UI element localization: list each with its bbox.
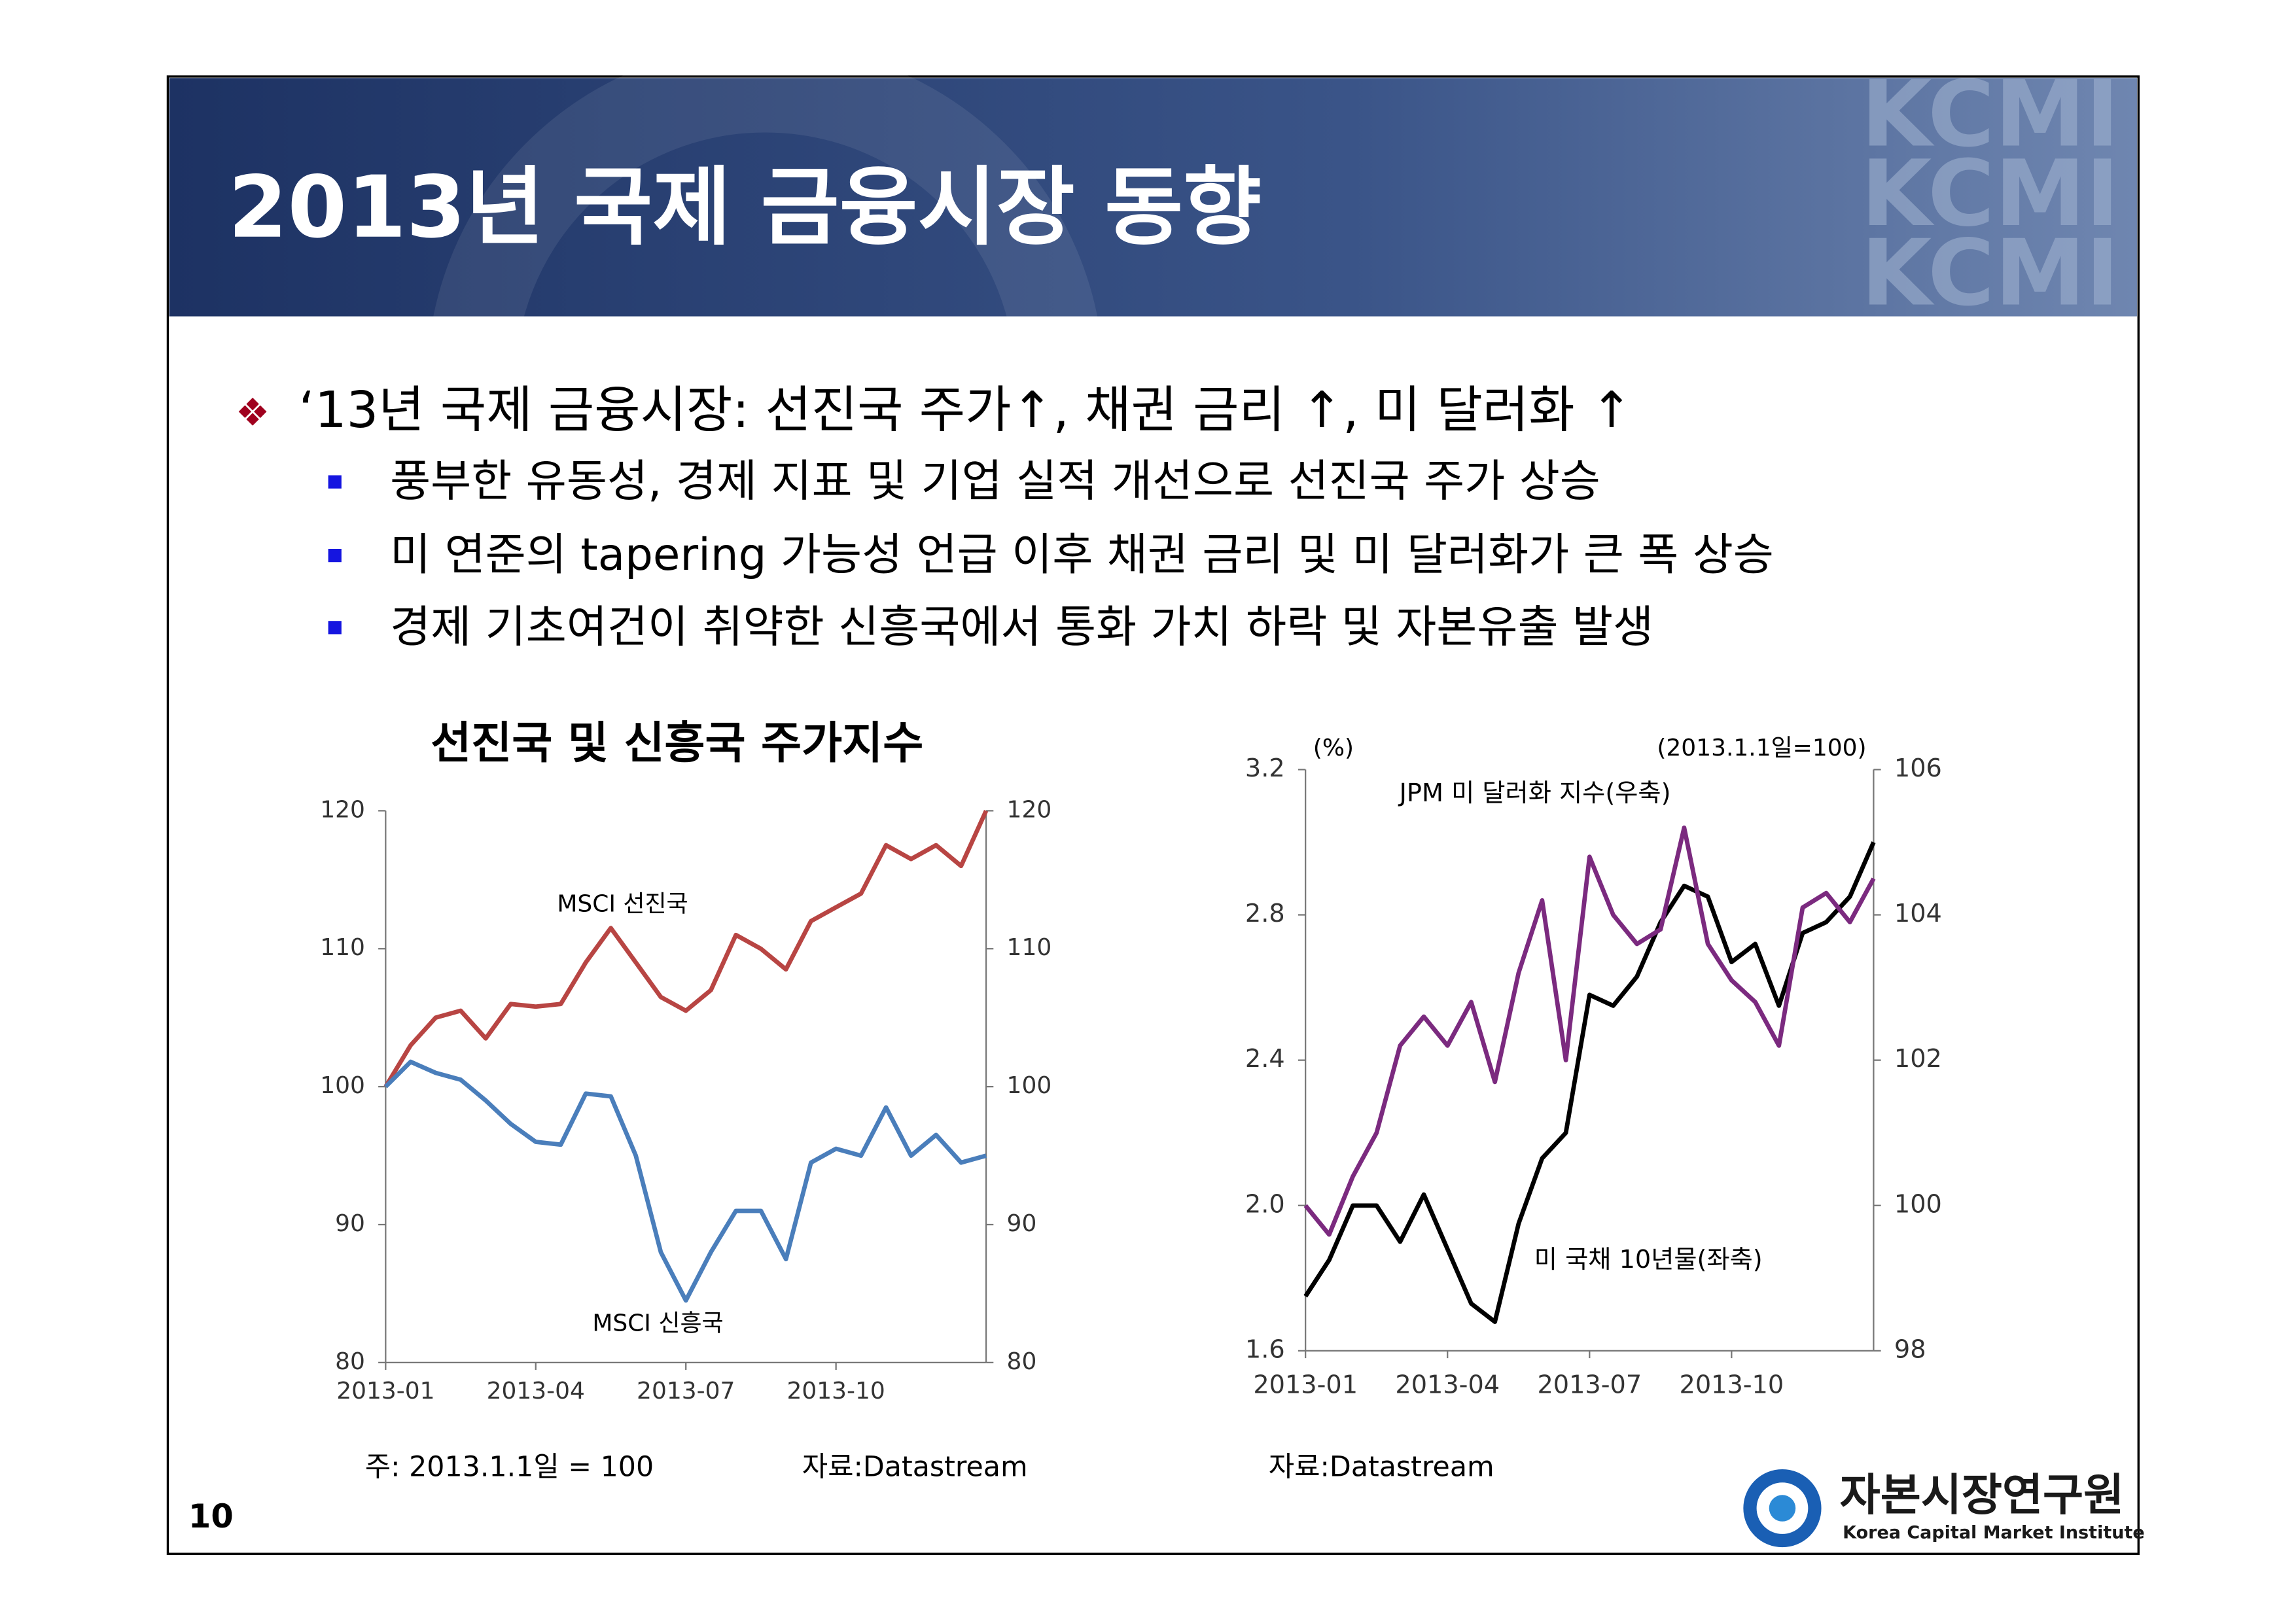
source: 자료:Datastream xyxy=(802,1450,1028,1483)
x-tick-label: 2013-04 xyxy=(487,1378,585,1405)
slide-title: 2013년 국제 금융시장 동향 xyxy=(228,158,1262,257)
series-label: JPM 미 달러화 지수(우축) xyxy=(1398,779,1671,808)
y-tick-label: 120 xyxy=(320,796,365,823)
bullet-icon xyxy=(328,548,342,563)
series-label: MSCI 신흥국 xyxy=(592,1310,723,1336)
logo-icon xyxy=(1769,1495,1796,1522)
series-line xyxy=(1303,825,1876,1237)
series-label: 미 국채 10년물(좌축) xyxy=(1534,1246,1763,1274)
y-tick-label: 2.0 xyxy=(1245,1190,1285,1219)
sub-bullet: 경제 기초여건이 취약한 신흥국에서 통화 가치 하락 및 자본유출 발생 xyxy=(390,601,1653,652)
page-number: 10 xyxy=(188,1497,234,1535)
y-tick-label: 100 xyxy=(320,1072,365,1099)
x-tick-label: 2013-10 xyxy=(786,1378,885,1405)
y2-tick-label: 90 xyxy=(1007,1210,1037,1237)
y2-axis-label: (2013.1.1일=100) xyxy=(1657,735,1866,761)
slide-frame xyxy=(166,75,2140,1555)
y2-tick-label: 80 xyxy=(1007,1348,1037,1375)
y-tick-label: 1.6 xyxy=(1245,1335,1285,1364)
watermark: KCMI xyxy=(1861,61,2119,167)
y2-tick-label: 120 xyxy=(1007,796,1052,823)
x-tick-label: 2013-01 xyxy=(336,1378,434,1405)
y-tick-label: 80 xyxy=(335,1348,365,1375)
series-line xyxy=(1303,841,1876,1324)
y2-tick-label: 102 xyxy=(1894,1045,1942,1073)
sub-bullet: 풍부한 유동성, 경제 지표 및 기업 실적 개선으로 선진국 주가 상승 xyxy=(390,455,1600,507)
y2-tick-label: 106 xyxy=(1894,754,1942,783)
watermark: KCMI xyxy=(1861,141,2119,247)
x-tick-label: 2013-10 xyxy=(1680,1370,1784,1399)
sub-bullet: 미 연준의 tapering 가능성 언급 이후 채권 금리 및 미 달러화가 … xyxy=(390,529,1774,580)
main-bullet: ‘13년 국제 금융시장: 선진국 주가↑, 채권 금리 ↑, 미 달러화 ↑ xyxy=(299,381,1633,440)
logo-korean: 자본시장연구원 xyxy=(1840,1469,2124,1520)
y2-tick-label: 100 xyxy=(1007,1072,1052,1099)
y-tick-label: 2.4 xyxy=(1245,1045,1285,1073)
source: 자료:Datastream xyxy=(1269,1450,1494,1483)
bullet-icon: ❖ xyxy=(236,390,270,434)
y2-tick-label: 100 xyxy=(1894,1190,1942,1219)
y2-tick-label: 110 xyxy=(1007,934,1052,961)
note: 주: 2013.1.1일 = 100 xyxy=(365,1450,654,1483)
y-tick-label: 110 xyxy=(320,934,365,961)
y2-tick-label: 104 xyxy=(1894,899,1942,928)
logo-english: Korea Capital Market Institute xyxy=(1843,1522,2144,1543)
x-tick-label: 2013-07 xyxy=(1537,1370,1642,1399)
y2-tick-label: 98 xyxy=(1894,1335,1926,1364)
logo-icon xyxy=(1743,1469,1822,1548)
series-line xyxy=(383,1059,987,1303)
x-tick-label: 2013-07 xyxy=(637,1378,735,1405)
y-tick-label: 90 xyxy=(335,1210,365,1237)
header-decoration xyxy=(427,44,1104,722)
series-line xyxy=(383,809,989,1088)
x-tick-label: 2013-01 xyxy=(1253,1370,1358,1399)
header-band xyxy=(169,78,2138,317)
y-tick-label: 2.8 xyxy=(1245,899,1285,928)
series-label: MSCI 선진국 xyxy=(557,890,688,917)
bullet-icon xyxy=(328,621,342,635)
y-tick-label: 3.2 xyxy=(1245,754,1285,783)
x-tick-label: 2013-04 xyxy=(1395,1370,1500,1399)
watermark: KCMI xyxy=(1861,220,2119,326)
chart-title: 선진국 및 신흥국 주가지수 xyxy=(431,717,923,769)
bullet-icon xyxy=(328,475,342,489)
y-axis-label: (%) xyxy=(1313,735,1354,761)
